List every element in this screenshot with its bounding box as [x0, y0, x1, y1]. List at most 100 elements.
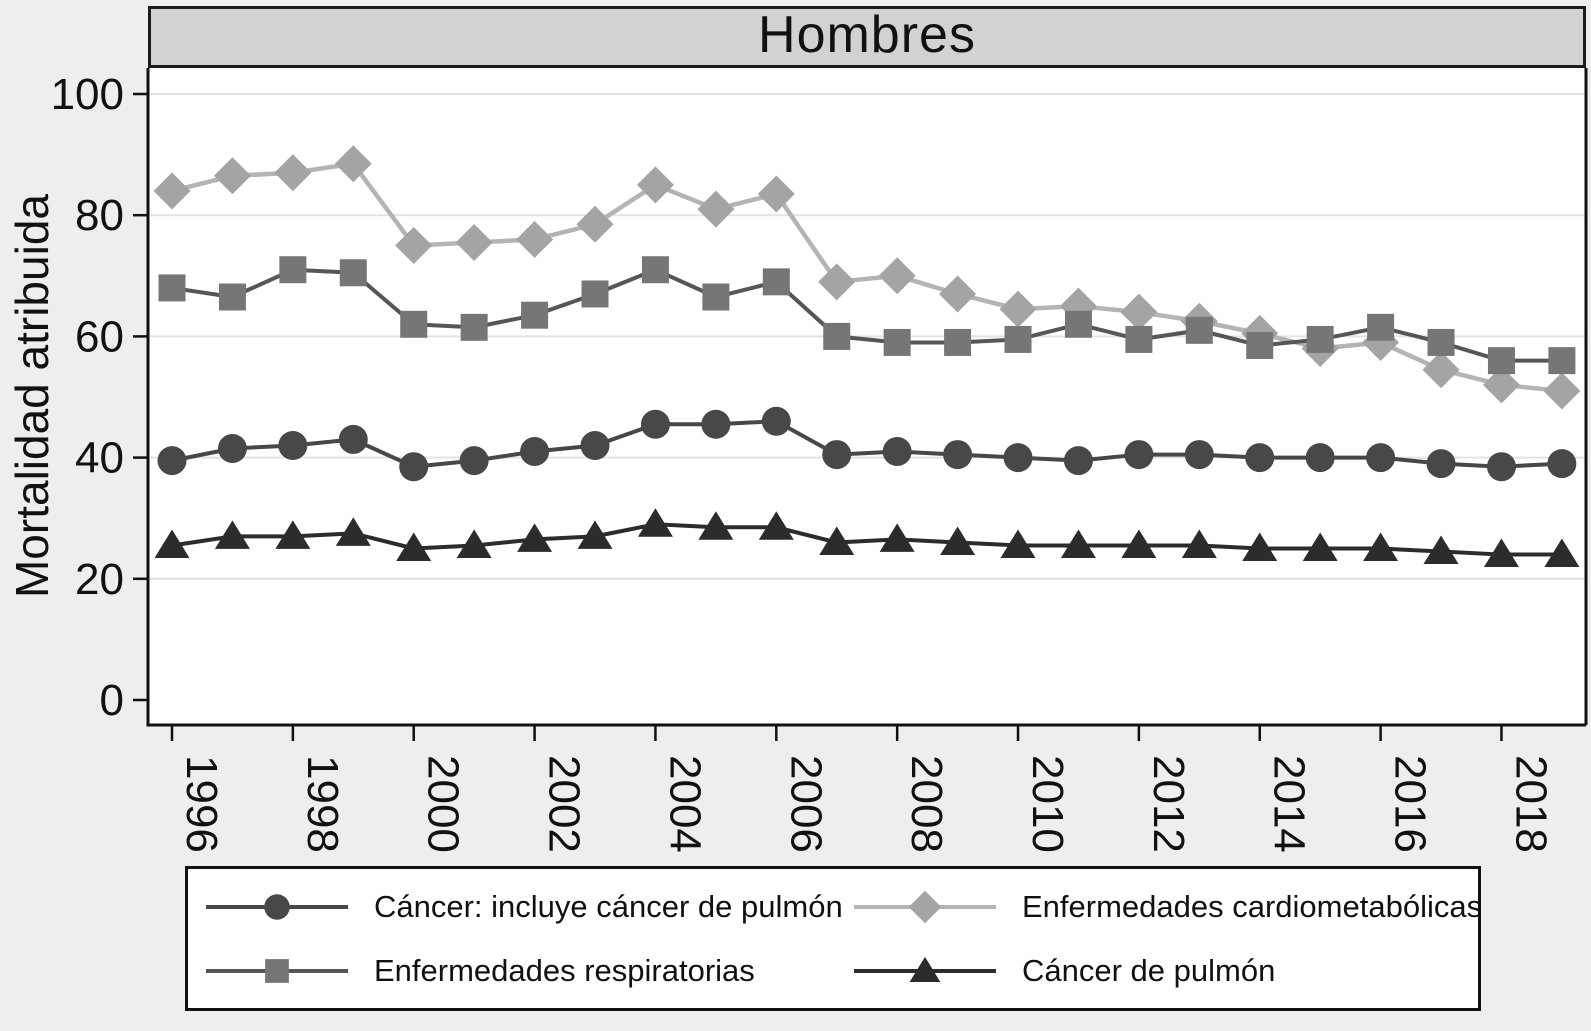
data-point-marker: [641, 256, 669, 284]
data-point-marker: [822, 440, 852, 470]
diamond-series-key-icon: [854, 890, 996, 923]
legend: Cáncer: incluye cáncer de pulmón Enferme…: [185, 866, 1482, 1011]
x-tick-label: 1998: [298, 755, 347, 853]
data-point-marker: [400, 310, 428, 338]
data-point-marker: [581, 280, 609, 308]
data-point-marker: [1482, 366, 1520, 404]
legend-item-label: Enfermedades cardiometabólicas: [1022, 888, 1483, 924]
y-tick-label: 0: [100, 676, 124, 725]
data-point-marker: [1246, 331, 1274, 359]
data-point-marker: [158, 274, 186, 302]
data-point-marker: [399, 452, 429, 482]
legend-item-label: Cáncer de pulmón: [1022, 952, 1276, 988]
data-point-marker: [1306, 325, 1334, 353]
data-point-marker: [698, 511, 734, 540]
data-point-marker: [1366, 443, 1396, 473]
data-point-marker: [576, 205, 614, 243]
data-point-marker: [214, 520, 250, 549]
data-point-marker: [1543, 372, 1581, 410]
data-point-marker: [396, 532, 432, 561]
y-tick-label: 80: [75, 191, 124, 240]
data-point-marker: [154, 529, 190, 558]
legend-sample-marker: [908, 890, 942, 923]
data-point-marker: [1422, 351, 1460, 389]
data-point-marker: [217, 434, 247, 464]
x-tick-label: 2000: [419, 755, 468, 853]
chart-title-banner: Hombres: [148, 6, 1586, 68]
data-point-marker: [1064, 310, 1092, 338]
y-tick-label: 20: [75, 555, 124, 604]
legend-item-pulmon: Cáncer de pulmón: [850, 950, 1482, 992]
data-point-marker: [883, 328, 911, 356]
data-point-marker: [339, 259, 367, 287]
data-point-marker: [455, 223, 493, 261]
data-point-marker: [882, 437, 912, 467]
data-point-marker: [275, 520, 311, 549]
x-tick-label: 2006: [781, 755, 830, 853]
data-point-marker: [878, 257, 916, 295]
data-point-marker: [1004, 325, 1032, 353]
x-tick-label: 2010: [1023, 755, 1072, 853]
data-point-marker: [761, 406, 791, 436]
data-point-marker: [1000, 529, 1036, 558]
data-point-marker: [577, 520, 613, 549]
data-point-marker: [879, 523, 915, 552]
data-point-marker: [1548, 347, 1576, 375]
data-point-marker: [1120, 293, 1158, 331]
data-point-marker: [758, 511, 794, 540]
data-point-marker: [460, 313, 488, 341]
data-point-marker: [1302, 532, 1338, 561]
data-point-marker: [762, 268, 790, 296]
data-point-marker: [818, 263, 856, 301]
data-point-marker: [580, 430, 610, 460]
data-point-marker: [1121, 529, 1157, 558]
data-point-marker: [157, 446, 187, 476]
data-point-marker: [697, 190, 735, 228]
data-point-marker: [517, 523, 553, 552]
legend-item-cancer: Cáncer: incluye cáncer de pulmón: [202, 886, 850, 928]
data-point-marker: [1181, 529, 1217, 558]
legend-item-cardiometabolicas: Enfermedades cardiometabólicas: [850, 886, 1482, 928]
data-point-marker: [274, 154, 312, 192]
series-circle: [157, 406, 1577, 482]
data-point-marker: [279, 256, 307, 284]
data-point-marker: [819, 526, 855, 555]
data-point-marker: [637, 508, 673, 537]
plot-background: [148, 68, 1586, 725]
series-line: [171, 522, 1562, 557]
data-point-marker: [702, 283, 730, 311]
data-point-marker: [1547, 449, 1577, 479]
data-point-marker: [1363, 532, 1399, 561]
data-point-marker: [1487, 347, 1515, 375]
legend-item-label: Cáncer: incluye cáncer de pulmón: [374, 888, 843, 924]
data-point-marker: [999, 290, 1037, 328]
data-point-marker: [1124, 440, 1154, 470]
data-point-marker: [1184, 440, 1214, 470]
data-point-marker: [1427, 328, 1455, 356]
data-point-marker: [1423, 535, 1459, 565]
y-tick-label: 40: [75, 434, 124, 483]
data-point-marker: [757, 175, 795, 213]
data-point-marker: [1486, 452, 1516, 482]
y-axis-title: Mortalidad atribuida: [6, 194, 58, 599]
data-point-marker: [218, 283, 246, 311]
data-point-marker: [338, 424, 368, 454]
data-point-marker: [335, 517, 371, 546]
square-series-key-icon: [206, 958, 348, 983]
legend-sample-marker: [265, 958, 289, 983]
data-point-marker: [459, 446, 489, 476]
data-point-marker: [1125, 325, 1153, 353]
legend-sample-marker: [264, 893, 290, 920]
data-point-marker: [1544, 538, 1580, 568]
data-point-marker: [213, 157, 251, 195]
data-point-marker: [636, 166, 674, 204]
data-point-marker: [521, 301, 549, 329]
chart-title: Hombres: [758, 6, 976, 64]
x-tick-label: 2016: [1386, 755, 1435, 853]
data-point-marker: [395, 227, 433, 264]
x-tick-label: 2018: [1506, 755, 1555, 853]
data-point-marker: [1063, 446, 1093, 476]
data-point-marker: [1185, 316, 1213, 344]
data-point-marker: [1245, 443, 1275, 473]
